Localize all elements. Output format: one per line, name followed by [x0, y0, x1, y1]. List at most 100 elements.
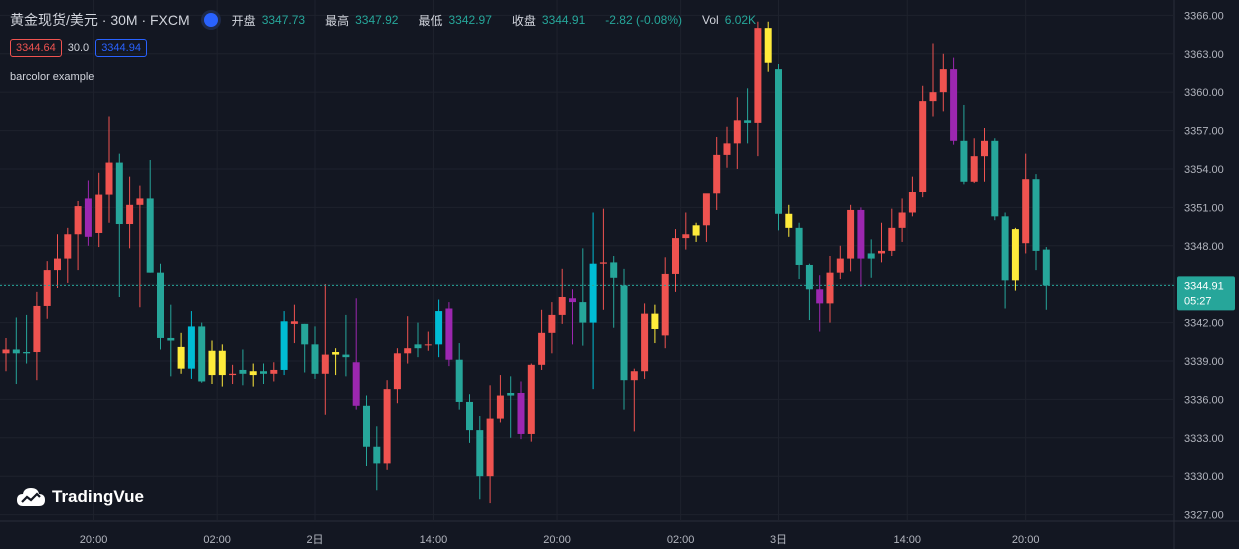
candle[interactable]	[888, 208, 896, 257]
candle[interactable]	[682, 212, 690, 250]
candle[interactable]	[126, 176, 134, 249]
candle[interactable]	[84, 180, 92, 246]
candle[interactable]	[898, 198, 906, 242]
candle[interactable]	[2, 337, 10, 372]
candle[interactable]	[455, 343, 463, 410]
candle[interactable]	[579, 248, 587, 346]
candle[interactable]	[1022, 153, 1030, 254]
candle[interactable]	[610, 256, 618, 328]
candle[interactable]	[136, 185, 144, 308]
candle[interactable]	[847, 204, 855, 272]
candle[interactable]	[723, 126, 731, 168]
candle[interactable]	[795, 222, 803, 280]
candle[interactable]	[43, 261, 51, 319]
brand-logo[interactable]: TradingVue	[16, 486, 144, 508]
candle[interactable]	[867, 239, 875, 278]
candle[interactable]	[908, 176, 916, 217]
candle[interactable]	[836, 245, 844, 280]
candle[interactable]	[321, 284, 329, 415]
candle[interactable]	[1042, 247, 1050, 310]
candle[interactable]	[764, 21, 772, 72]
candle[interactable]	[589, 212, 597, 390]
candle[interactable]	[342, 314, 350, 377]
candle[interactable]	[929, 43, 937, 117]
candle[interactable]	[198, 322, 206, 383]
candle[interactable]	[878, 222, 885, 263]
candle[interactable]	[692, 222, 700, 242]
candle[interactable]	[352, 298, 360, 410]
candle[interactable]	[95, 172, 103, 248]
time-axis[interactable]: 20:00 02:00 2日 14:00 20:00 02:00 3日 14:00 20:00	[80, 534, 1040, 546]
candle[interactable]	[311, 326, 319, 379]
candle[interactable]	[775, 64, 782, 231]
candle[interactable]	[54, 234, 61, 289]
candle[interactable]	[239, 349, 247, 386]
candle[interactable]	[548, 302, 556, 354]
candle[interactable]	[919, 85, 927, 198]
candle[interactable]	[435, 299, 443, 358]
candle[interactable]	[23, 314, 31, 364]
candle[interactable]	[981, 128, 988, 182]
candle[interactable]	[301, 323, 309, 373]
candle[interactable]	[229, 364, 237, 385]
candle[interactable]	[363, 395, 370, 466]
candle[interactable]	[960, 104, 968, 185]
candle[interactable]	[785, 204, 793, 237]
candle[interactable]	[74, 200, 82, 271]
candle[interactable]	[249, 363, 257, 387]
candle[interactable]	[414, 322, 422, 358]
candle[interactable]	[373, 426, 381, 491]
indicator-name[interactable]: barcolor example	[10, 71, 95, 83]
candle[interactable]	[445, 302, 453, 367]
candle[interactable]	[661, 257, 669, 349]
candles[interactable]	[2, 21, 1050, 504]
candle[interactable]	[620, 268, 628, 410]
candle[interactable]	[280, 311, 288, 376]
candle[interactable]	[599, 208, 607, 310]
candle[interactable]	[950, 57, 958, 145]
candle[interactable]	[970, 138, 978, 184]
candle[interactable]	[702, 193, 710, 242]
candle[interactable]	[507, 376, 515, 438]
candle[interactable]	[208, 340, 216, 385]
candle[interactable]	[167, 304, 175, 377]
candle[interactable]	[1011, 227, 1019, 291]
candle[interactable]	[805, 263, 813, 321]
candle[interactable]	[558, 268, 566, 324]
candle[interactable]	[630, 368, 638, 432]
candle[interactable]	[146, 160, 154, 273]
candle[interactable]	[754, 21, 762, 157]
candle[interactable]	[64, 227, 72, 283]
candle[interactable]	[486, 385, 494, 504]
candle[interactable]	[157, 263, 164, 350]
candle[interactable]	[177, 332, 185, 374]
candle[interactable]	[476, 416, 484, 500]
candle[interactable]	[332, 348, 340, 376]
candle[interactable]	[404, 316, 412, 364]
market-status-icon[interactable]	[203, 13, 218, 27]
candle[interactable]	[290, 304, 298, 344]
candle[interactable]	[393, 348, 401, 404]
candle[interactable]	[991, 138, 999, 221]
candle[interactable]	[733, 97, 741, 169]
candle[interactable]	[857, 207, 865, 287]
candle[interactable]	[218, 344, 226, 387]
candle[interactable]	[816, 275, 824, 332]
candle[interactable]	[12, 317, 20, 385]
candle[interactable]	[33, 291, 41, 381]
candle[interactable]	[651, 304, 659, 344]
candle[interactable]	[1001, 212, 1009, 309]
candle[interactable]	[424, 331, 432, 351]
candle[interactable]	[517, 381, 525, 440]
candle[interactable]	[105, 116, 113, 223]
candle[interactable]	[672, 229, 679, 292]
candle[interactable]	[713, 136, 721, 210]
candle[interactable]	[115, 153, 123, 297]
candle[interactable]	[383, 380, 391, 470]
candle[interactable]	[466, 394, 473, 443]
candle[interactable]	[538, 309, 546, 370]
candle[interactable]	[496, 375, 504, 423]
candle[interactable]	[260, 363, 267, 385]
candle[interactable]	[1032, 174, 1040, 271]
